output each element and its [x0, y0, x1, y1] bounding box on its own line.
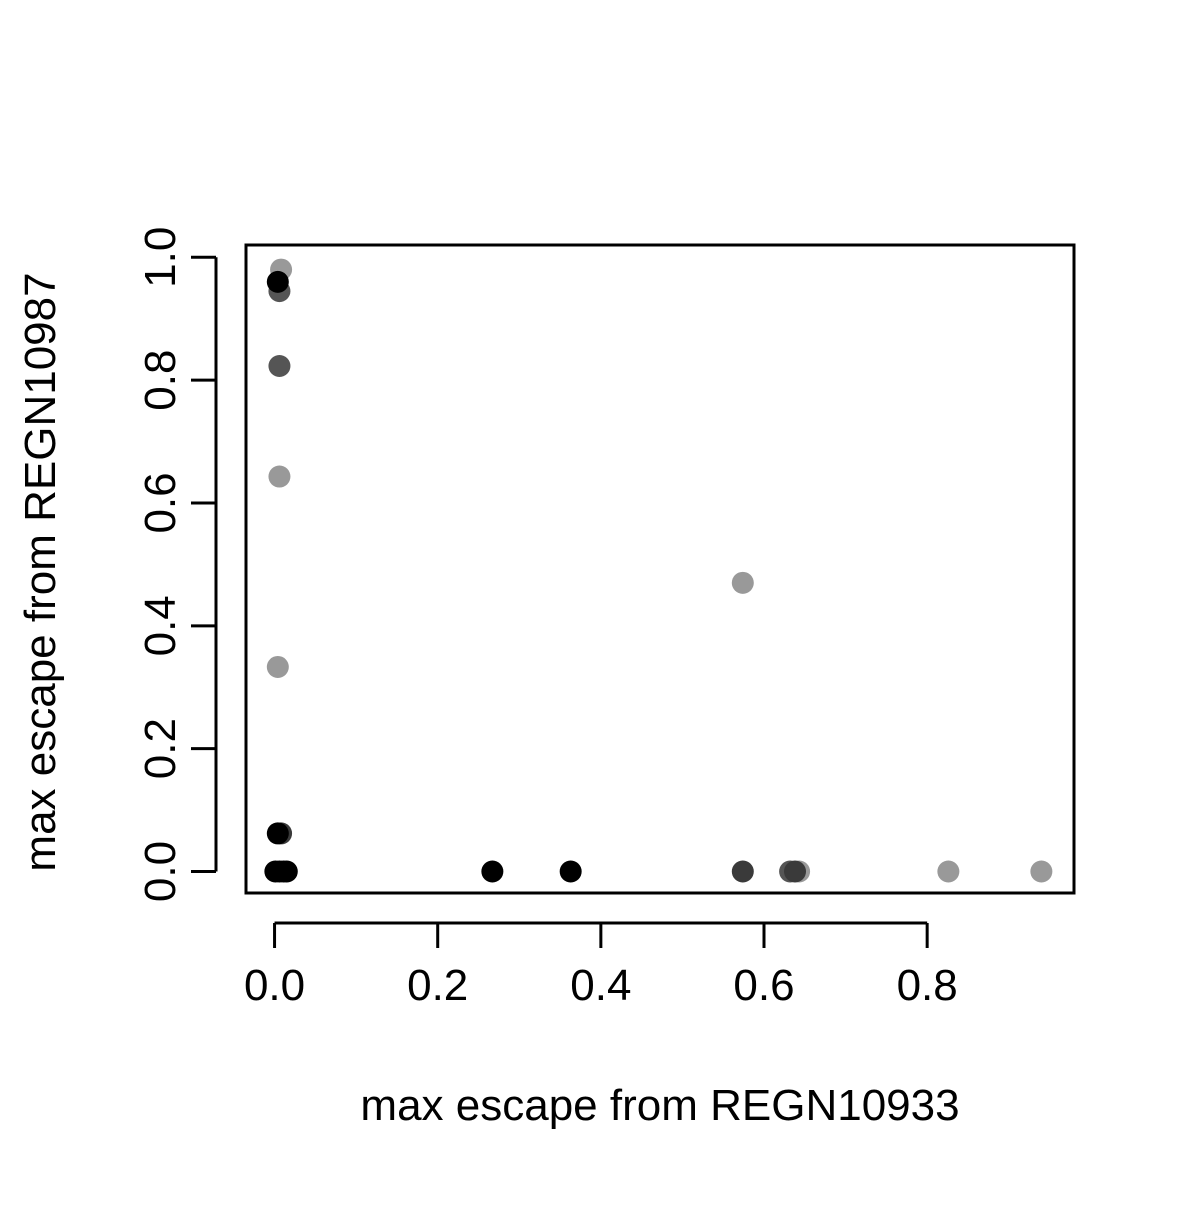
data-point: [266, 822, 289, 845]
y-axis-title: max escape from REGN10987: [16, 272, 65, 871]
plot-frame: [244, 243, 1076, 895]
data-point: [559, 860, 582, 883]
x-tick-label: 0.2: [407, 961, 468, 1010]
x-axis-title: max escape from REGN10933: [360, 1081, 959, 1130]
data-point: [268, 465, 291, 488]
data-point: [266, 270, 289, 293]
data-point: [481, 860, 504, 883]
x-tick-label: 0.8: [897, 961, 958, 1010]
points-layer: [264, 258, 1053, 883]
x-tick-label: 0.4: [570, 961, 631, 1010]
data-point: [784, 860, 807, 883]
data-point: [266, 655, 289, 678]
y-tick-label: 1.0: [136, 227, 185, 288]
data-point: [731, 860, 754, 883]
data-point: [268, 355, 291, 378]
data-point: [275, 860, 298, 883]
y-tick-label: 0.6: [136, 472, 185, 533]
y-tick-label: 0.0: [136, 841, 185, 902]
data-point: [937, 860, 960, 883]
y-tick-label: 0.8: [136, 350, 185, 411]
data-point: [1030, 860, 1053, 883]
y-tick-label: 0.4: [136, 595, 185, 656]
y-axis: 0.0 0.2 0.4 0.6 0.8 1.0: [136, 227, 218, 902]
data-point: [731, 571, 754, 594]
x-tick-label: 0.6: [733, 961, 794, 1010]
x-axis: 0.0 0.2 0.4 0.6 0.8: [244, 921, 958, 1010]
x-tick-label: 0.0: [244, 961, 305, 1010]
y-tick-label: 0.2: [136, 718, 185, 779]
